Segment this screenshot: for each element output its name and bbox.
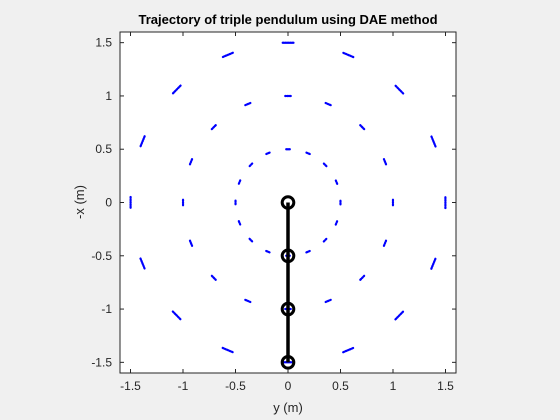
trajectory-segment-ring2-11 [210, 274, 217, 281]
trajectory-segment-ring2-4 [382, 158, 388, 166]
trajectory-segment-ring2-8 [324, 298, 332, 304]
x-tick-label-1: -1.5 [120, 379, 141, 393]
x-tick-label-3: -0.5 [225, 379, 246, 393]
trajectory-segment-ring2-7 [359, 274, 366, 281]
trajectory-segment-ring1-12 [237, 220, 242, 226]
trajectory-segment-ring2-3 [359, 124, 366, 131]
y-tick-label-1: -1.5 [91, 355, 112, 369]
pendulum-joint-2 [280, 248, 296, 264]
trajectory-segment-ring2-2 [324, 101, 332, 107]
trajectory-segment-ring3-11 [171, 310, 182, 321]
trajectory-segment-ring2-15 [210, 124, 217, 131]
trajectory-segment-ring1-2 [305, 151, 311, 156]
trajectory-segment-ring1-6 [334, 220, 339, 226]
trajectory-segment-ring3-2 [342, 51, 355, 59]
trajectory-segment-ring3-10 [221, 346, 234, 354]
x-tick-label-7: 1.5 [437, 379, 454, 393]
trajectory-segment-ring1-3 [322, 162, 328, 168]
trajectory-segment-ring3-6 [430, 257, 437, 270]
y-tick-label-3: -0.5 [91, 249, 112, 263]
trajectory-segment-ring3-8 [342, 346, 355, 354]
trajectory-segment-ring1-16 [265, 151, 271, 156]
trajectory-segment-ring2-10 [244, 298, 252, 304]
x-tick-label-6: 1 [390, 379, 397, 393]
y-tick-label-6: 1 [105, 89, 112, 103]
y-tick-label-5: 0.5 [95, 142, 112, 156]
x-axis-label: y (m) [273, 400, 303, 415]
trajectory-segment-ring3-3 [394, 84, 405, 95]
x-tick-label-5: 0.5 [332, 379, 349, 393]
trajectory-segment-ring2-14 [188, 158, 194, 166]
trajectory-segment-ring1-8 [305, 249, 311, 254]
pendulum-joint-3 [280, 301, 296, 317]
trajectory-segment-ring2-12 [188, 239, 194, 247]
trajectory-segment-ring1-7 [322, 237, 328, 243]
pendulum-layer [280, 195, 296, 370]
trajectory-segment-ring3-7 [394, 310, 405, 321]
trajectory-segment-ring1-10 [265, 249, 271, 254]
x-tick-label-2: -1 [178, 379, 189, 393]
trajectory-segment-ring1-11 [248, 237, 254, 243]
y-tick-label-7: 1.5 [95, 36, 112, 50]
trajectory-segment-ring3-12 [139, 257, 146, 270]
y-tick-label-4: 0 [105, 196, 112, 210]
trajectory-segment-ring3-15 [171, 84, 182, 95]
x-tick-label-4: 0 [285, 379, 292, 393]
trajectory-segment-ring3-4 [430, 135, 437, 148]
y-axis-label: -x (m) [72, 185, 87, 219]
trajectory-layer [129, 41, 447, 364]
trajectory-segment-ring1-15 [248, 162, 254, 168]
y-tick-label-2: -1 [101, 302, 112, 316]
tick-layer: -1.5 -1 -0.5 0 0.5 1 1.5 -1.5 -1 -0.5 0 0.5 1 1.5 [91, 32, 456, 393]
trajectory-segment-ring1-14 [237, 179, 242, 185]
pendulum-joint-1 [280, 195, 296, 210]
pendulum-joint-4 [280, 355, 296, 370]
trajectory-segment-ring2-16 [244, 101, 252, 107]
trajectory-segment-ring3-16 [221, 51, 234, 59]
chart-title: Trajectory of triple pendulum using DAE … [138, 12, 437, 27]
trajectory-segment-ring3-14 [139, 135, 146, 148]
trajectory-segment-ring2-6 [382, 239, 388, 247]
trajectory-segment-ring1-4 [334, 179, 339, 185]
